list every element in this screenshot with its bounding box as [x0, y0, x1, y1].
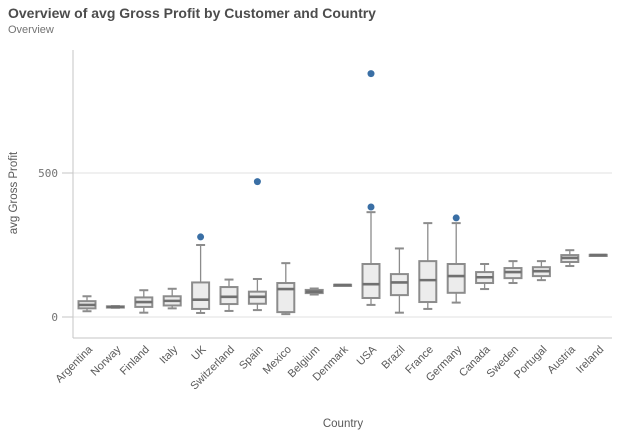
y-tick-label-500: 500 [38, 167, 58, 180]
boxplot-Norway[interactable] [105, 305, 125, 309]
x-label-Austria: Austria [545, 343, 578, 376]
iqr-box[interactable] [191, 281, 211, 310]
boxplot-USA[interactable] [361, 70, 381, 306]
iqr-box[interactable] [389, 273, 409, 297]
boxplot-Switzerland[interactable] [219, 278, 239, 312]
x-label-Finland: Finland [118, 344, 152, 378]
x-label-USA: USA [355, 343, 380, 368]
boxplot-Finland[interactable] [134, 289, 154, 314]
iqr-box[interactable] [361, 263, 381, 299]
outlier-point[interactable] [367, 203, 375, 211]
outlier-point[interactable] [253, 178, 261, 186]
boxplot-Portugal[interactable] [531, 260, 551, 282]
boxplot-Ireland[interactable] [588, 253, 608, 257]
chart-title: Overview of avg Gross Profit by Customer… [8, 5, 376, 21]
chart-subtitle: Overview [8, 24, 54, 36]
x-label-Norway: Norway [89, 343, 124, 378]
boxplot-UK[interactable] [191, 233, 211, 314]
iqr-box[interactable] [418, 260, 438, 304]
x-label-UK: UK [189, 343, 209, 363]
boxplot-Mexico[interactable] [276, 262, 296, 316]
outlier-point[interactable] [452, 214, 460, 222]
iqr-box[interactable] [276, 282, 296, 314]
x-axis-title: Country [323, 418, 364, 430]
boxplot-France[interactable] [418, 222, 438, 310]
grid-layer: 0 500 [38, 50, 612, 339]
boxplot-Belgium[interactable] [304, 287, 324, 296]
y-tick-label-0: 0 [51, 311, 58, 324]
x-label-Argentina: Argentina [53, 343, 95, 385]
outlier-point[interactable] [197, 233, 205, 241]
boxplot-Italy[interactable] [162, 287, 182, 310]
boxplot-Denmark[interactable] [333, 283, 353, 287]
boxplot-Spain[interactable] [247, 178, 267, 312]
boxplot-Brazil[interactable] [389, 247, 409, 314]
box-layer [77, 70, 608, 316]
x-label-Ireland: Ireland [574, 344, 606, 376]
boxplot-Argentina[interactable] [77, 295, 97, 313]
x-label-Italy: Italy [158, 343, 181, 366]
boxplot-Germany[interactable] [446, 214, 466, 304]
boxplot-Sweden[interactable] [503, 260, 523, 285]
y-axis-title: avg Gross Profit [8, 151, 20, 234]
boxplot-Austria[interactable] [560, 249, 580, 268]
outlier-point[interactable] [367, 70, 375, 78]
boxplot-Canada[interactable] [475, 263, 495, 291]
iqr-box[interactable] [446, 263, 466, 294]
